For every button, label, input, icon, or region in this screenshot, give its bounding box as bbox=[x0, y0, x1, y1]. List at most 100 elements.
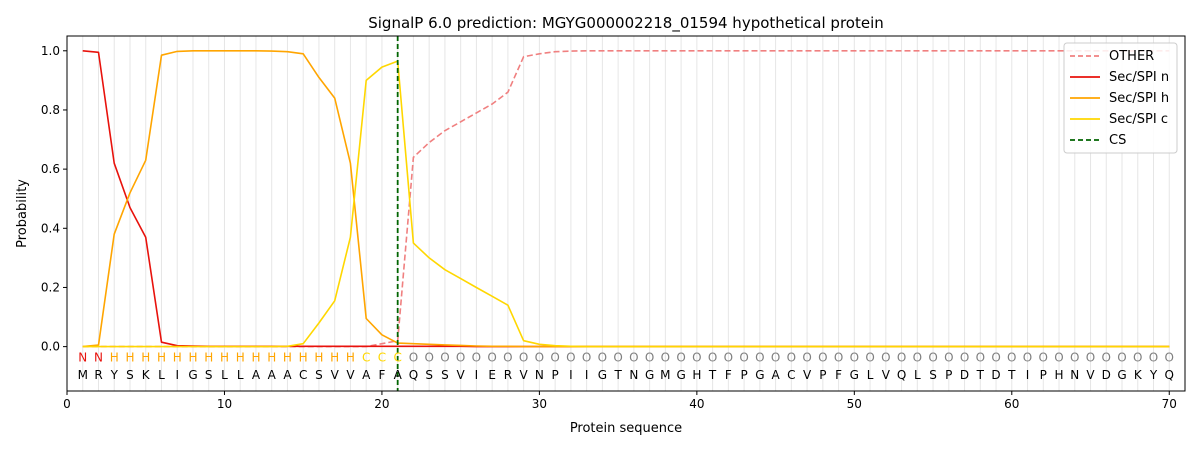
residue-letter: H bbox=[1055, 368, 1064, 382]
residue-letter: S bbox=[205, 368, 213, 382]
x-tick-label: 70 bbox=[1162, 397, 1177, 411]
region-label: O bbox=[661, 350, 670, 364]
residue-letter: I bbox=[569, 368, 573, 382]
legend: OTHER Sec/SPI n Sec/SPI h Sec/SPI c CS bbox=[1063, 42, 1178, 154]
vertical-grid bbox=[82, 36, 1170, 391]
residue-letter: G bbox=[645, 368, 654, 382]
residue-letter: G bbox=[755, 368, 764, 382]
region-label: H bbox=[188, 350, 197, 364]
residue-letter: Y bbox=[1149, 368, 1158, 382]
region-label: O bbox=[598, 350, 607, 364]
y-tick-label: 0.0 bbox=[41, 340, 60, 354]
residue-letter: N bbox=[629, 368, 638, 382]
residue-letter: S bbox=[441, 368, 449, 382]
residue-letter: G bbox=[676, 368, 685, 382]
residue-letter: R bbox=[504, 368, 512, 382]
x-tick-label: 40 bbox=[689, 397, 704, 411]
region-label: O bbox=[472, 350, 481, 364]
region-label: O bbox=[897, 350, 906, 364]
region-label: O bbox=[645, 350, 654, 364]
region-label: N bbox=[78, 350, 87, 364]
x-tick-label: 50 bbox=[847, 397, 862, 411]
residue-letter: D bbox=[960, 368, 969, 382]
region-label: O bbox=[755, 350, 764, 364]
x-tick-label: 10 bbox=[217, 397, 232, 411]
residue-letter: K bbox=[142, 368, 151, 382]
region-label: O bbox=[629, 350, 638, 364]
residue-letter: Y bbox=[110, 368, 119, 382]
region-label: H bbox=[236, 350, 245, 364]
region-label: H bbox=[220, 350, 229, 364]
region-label: O bbox=[818, 350, 827, 364]
y-axis-ticks: 0.0 0.2 0.4 0.6 0.8 1.0 bbox=[41, 44, 67, 354]
region-label: O bbox=[519, 350, 528, 364]
x-tick-label: 60 bbox=[1004, 397, 1019, 411]
plot-frame bbox=[66, 35, 1186, 392]
residue-letter: V bbox=[882, 368, 891, 382]
y-tick-label: 0.6 bbox=[41, 162, 60, 176]
region-label: O bbox=[881, 350, 890, 364]
legend-label: Sec/SPI h bbox=[1109, 91, 1169, 106]
chart-title: SignalP 6.0 prediction: MGYG000002218_01… bbox=[368, 14, 884, 33]
residue-letter: S bbox=[126, 368, 134, 382]
region-label: O bbox=[787, 350, 796, 364]
region-label: H bbox=[141, 350, 150, 364]
region-label: H bbox=[330, 350, 339, 364]
region-label: O bbox=[1007, 350, 1016, 364]
region-label: O bbox=[739, 350, 748, 364]
region-label: H bbox=[204, 350, 213, 364]
residue-letter: L bbox=[867, 368, 874, 382]
region-label: H bbox=[157, 350, 166, 364]
residue-letter: Q bbox=[409, 368, 418, 382]
residue-letter: A bbox=[362, 368, 371, 382]
residue-letter: S bbox=[315, 368, 323, 382]
residue-letter: M bbox=[660, 368, 670, 382]
x-tick-label: 20 bbox=[374, 397, 389, 411]
residue-letter: V bbox=[520, 368, 529, 382]
region-label: O bbox=[424, 350, 433, 364]
residue-letter: I bbox=[175, 368, 179, 382]
region-label: O bbox=[850, 350, 859, 364]
region-label: O bbox=[487, 350, 496, 364]
residue-letter: F bbox=[725, 368, 732, 382]
region-label: O bbox=[991, 350, 1000, 364]
region-label: O bbox=[1039, 350, 1048, 364]
residue-letter: P bbox=[945, 368, 952, 382]
residue-letter: A bbox=[268, 368, 277, 382]
residue-letter: V bbox=[1086, 368, 1095, 382]
region-label: O bbox=[865, 350, 874, 364]
residue-letter: I bbox=[1026, 368, 1030, 382]
region-label: O bbox=[613, 350, 622, 364]
region-label: O bbox=[503, 350, 512, 364]
residue-letter: F bbox=[378, 368, 385, 382]
region-label: O bbox=[834, 350, 843, 364]
region-label: O bbox=[1023, 350, 1032, 364]
region-label: O bbox=[582, 350, 591, 364]
region-label: O bbox=[960, 350, 969, 364]
residue-letter: C bbox=[787, 368, 795, 382]
region-label: O bbox=[456, 350, 465, 364]
y-tick-label: 0.4 bbox=[41, 221, 60, 235]
region-label: O bbox=[692, 350, 701, 364]
residue-letter: S bbox=[425, 368, 433, 382]
residue-letter: K bbox=[1134, 368, 1143, 382]
residue-letter: T bbox=[708, 368, 717, 382]
legend-label: CS bbox=[1109, 133, 1126, 148]
region-label: O bbox=[708, 350, 717, 364]
series-lines bbox=[82, 36, 1170, 391]
residue-letter: D bbox=[1102, 368, 1111, 382]
residue-letter: Q bbox=[1165, 368, 1174, 382]
residue-letter: R bbox=[94, 368, 102, 382]
series-line-sec-spi-c bbox=[82, 60, 1170, 348]
y-tick-label: 0.2 bbox=[41, 280, 60, 294]
residue-letter: T bbox=[976, 368, 985, 382]
residue-letter: Q bbox=[897, 368, 906, 382]
region-label: N bbox=[94, 350, 103, 364]
region-label: O bbox=[1102, 350, 1111, 364]
residue-letter: A bbox=[283, 368, 292, 382]
region-label: C bbox=[378, 350, 386, 364]
region-label: O bbox=[535, 350, 544, 364]
region-label: O bbox=[1086, 350, 1095, 364]
